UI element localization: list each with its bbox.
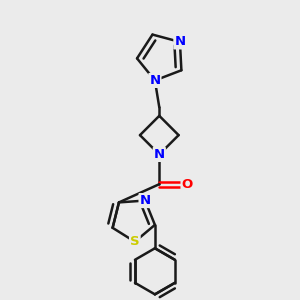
Text: N: N (149, 74, 161, 87)
Text: N: N (140, 194, 151, 207)
Text: S: S (130, 235, 140, 248)
Text: O: O (182, 178, 193, 191)
Text: N: N (174, 35, 185, 48)
Text: N: N (154, 148, 165, 161)
